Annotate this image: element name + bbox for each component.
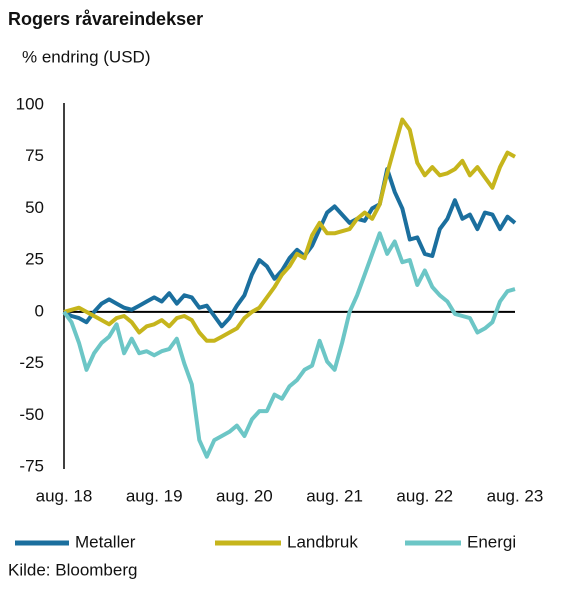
line-series bbox=[63, 167, 517, 329]
y-tick-label: 0 bbox=[35, 301, 44, 320]
y-tick-label: 25 bbox=[25, 250, 44, 269]
line-series bbox=[62, 231, 516, 459]
source: Kilde: Bloomberg bbox=[8, 560, 137, 579]
x-tick-label: aug. 23 bbox=[487, 486, 544, 505]
legend-label: Metaller bbox=[75, 532, 136, 551]
y-tick-label: -75 bbox=[19, 456, 44, 475]
y-tick-label: 75 bbox=[25, 146, 44, 165]
legend-label: Energi bbox=[467, 532, 516, 551]
chart-title: Rogers råvareindekser bbox=[8, 9, 203, 29]
y-tick-label: 100 bbox=[16, 94, 44, 113]
line-series bbox=[63, 117, 516, 343]
legend-label: Landbruk bbox=[287, 532, 358, 551]
y-axis-label: % endring (USD) bbox=[22, 47, 151, 66]
x-tick-label: aug. 18 bbox=[36, 486, 93, 505]
x-tick-label: aug. 20 bbox=[216, 486, 273, 505]
y-tick-label: -50 bbox=[19, 405, 44, 424]
x-tick-label: aug. 22 bbox=[396, 486, 453, 505]
y-tick-label: -25 bbox=[19, 353, 44, 372]
x-tick-label: aug. 19 bbox=[126, 486, 183, 505]
y-tick-label: 50 bbox=[25, 198, 44, 217]
x-tick-label: aug. 21 bbox=[306, 486, 363, 505]
